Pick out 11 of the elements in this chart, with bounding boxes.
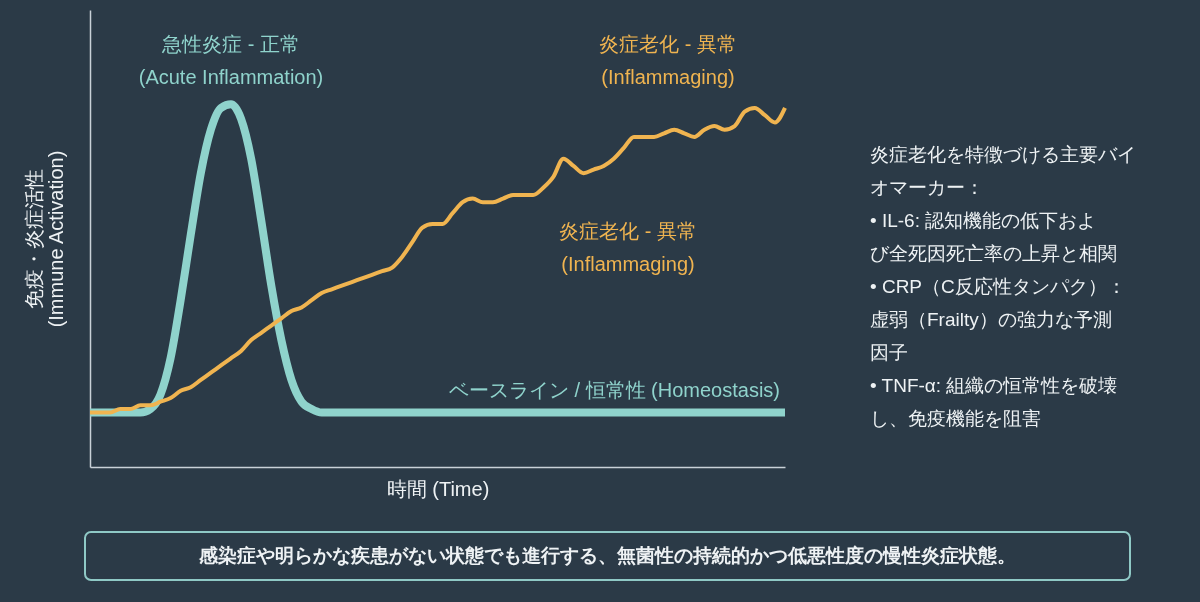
text: • CRP（C反応性タンパク）：虚弱（Frailty）の強力な予測因子 — [870, 276, 1126, 363]
annotation: 炎症老化 - 異常 (Inflammaging) — [559, 220, 697, 275]
y-axis-title: 免疫・炎症活性 (Immune Activation) — [22, 150, 67, 328]
annotation: ベースライン / 恒常性 (Homeostasis) — [448, 378, 780, 401]
text: • IL-6: 認知機能の低下および全死因死亡率の上昇と相関 — [870, 210, 1117, 264]
text: 感染症や明らかな疾患がない状態でも進行する、無菌性の持続的かつ低悪性度の慢性炎症状態。 — [197, 545, 1016, 566]
x-axis-title: 時間 (Time) — [386, 477, 490, 500]
text: 急性炎症 - 正常 (Acute Inflammation) — [138, 33, 324, 88]
series-label: 炎症老化 - 異常 (Inflammaging) — [599, 33, 737, 88]
text: 炎症老化を特徴づける主要バイオマーカー： — [870, 144, 1136, 198]
text: • TNF-α: 組織の恒常性を破壊し、免疫機能を阻害 — [870, 375, 1118, 429]
